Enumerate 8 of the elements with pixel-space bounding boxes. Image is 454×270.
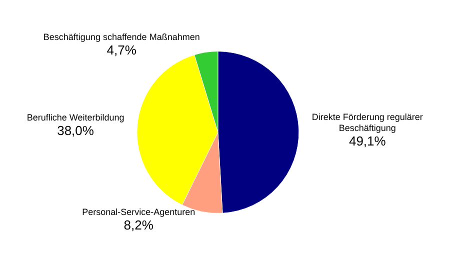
slice-label: Berufliche Weiterbildung — [26, 112, 124, 123]
slice-label: Personal-Service-Agenturen — [82, 207, 196, 218]
data-label: 49,1% — [348, 133, 386, 148]
data-label: 8,2% — [124, 218, 154, 233]
data-label: 4,7% — [106, 42, 137, 58]
slice-label: Direkte Förderung regulärer Beschäftigung — [312, 112, 423, 133]
slice-label: Beschäftigung schaffende Maßnahmen — [43, 32, 200, 42]
data-label: 38,0% — [57, 123, 94, 138]
